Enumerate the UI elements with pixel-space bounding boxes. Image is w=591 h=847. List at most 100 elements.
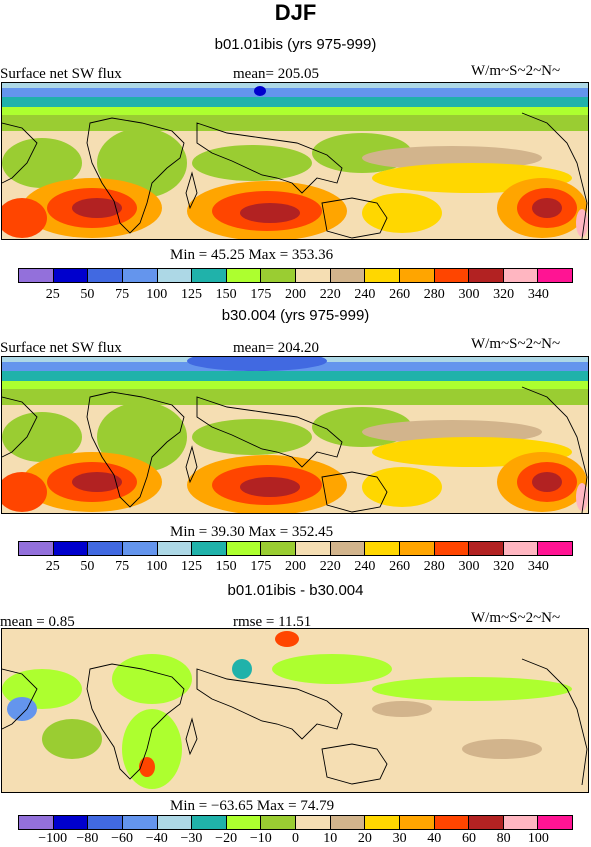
panel3-colorbar-ticks: −100 −80 −60 −40 −30 −20 −10 0 10 20 30 40 60 80 100 [0,831,591,847]
colorbar-swatch [53,542,89,555]
colorbar-tick-label: 10 [323,831,338,846]
colorbar-swatch [19,816,54,829]
colorbar-swatch [330,542,366,555]
colorbar-swatch [192,816,227,829]
panel3-field [2,629,588,792]
colorbar-tick-label: 220 [319,287,341,302]
colorbar-swatch [19,542,54,555]
colorbar-swatch [122,269,158,282]
panel2-units: W/m~S~2~N~ [471,336,561,352]
colorbar-swatch [399,269,435,282]
field-contour [240,477,300,497]
colorbar-swatch [469,269,504,282]
colorbar-tick-label: 75 [115,287,130,302]
colorbar-swatch [538,269,572,282]
field-contour [2,472,47,512]
colorbar-tick-label: 25 [45,559,60,574]
colorbar-swatch [88,542,123,555]
panel3-units: W/m~S~2~N~ [471,610,561,626]
colorbar-tick-label: −100 [38,831,68,846]
field-band [2,115,588,131]
colorbar-tick-label: −30 [180,831,203,846]
colorbar-tick-label: 125 [180,287,202,302]
colorbar-swatch [53,269,89,282]
field-contour [232,659,252,679]
coastline [86,391,185,508]
panel3-minmax: Min = −63.65 Max = 74.79 [170,798,335,814]
panel1-mean: mean= 205.05 [233,66,319,82]
field-contour [532,472,562,492]
field-contour [275,631,299,647]
colorbar-swatch [53,816,89,829]
coastline [321,471,388,513]
colorbar-tick-label: 220 [319,559,341,574]
colorbar-tick-label: −60 [111,831,134,846]
field-contour [2,198,47,238]
field-contour [372,677,572,701]
colorbar-swatch [330,269,366,282]
field-contour [122,709,182,789]
panel1-colorbar [18,268,573,283]
colorbar-swatch [226,269,262,282]
coastline [521,386,588,513]
colorbar-tick-label: 320 [493,559,515,574]
colorbar-tick-label: 300 [458,559,480,574]
panel1-subtitle: b01.01ibis (yrs 975-999) [214,36,377,53]
panel2-subtitle: b30.004 (yrs 975-999) [221,307,370,324]
coastline [2,122,38,184]
colorbar-tick-label: 40 [427,831,442,846]
colorbar-tick-label: −10 [249,831,272,846]
colorbar-tick-label: −40 [145,831,168,846]
panel2-colorbar [18,541,573,556]
colorbar-swatch [399,816,435,829]
colorbar-tick-label: 300 [458,287,480,302]
field-contour [112,654,192,704]
coastline [86,663,185,780]
field-contour [362,467,442,507]
panel2-map [1,356,589,514]
coastline [185,171,198,210]
colorbar-swatch [226,816,262,829]
field-contour [462,739,542,759]
colorbar-swatch [365,269,400,282]
coastline [2,396,38,458]
panel2-variable: Surface net SW flux [0,340,122,356]
field-contour [576,483,588,511]
colorbar-swatch [192,542,227,555]
colorbar-swatch [157,269,193,282]
colorbar-tick-label: 25 [45,287,60,302]
colorbar-tick-label: −20 [215,831,238,846]
field-contour [192,145,312,181]
colorbar-tick-label: 75 [115,559,130,574]
coastline [2,668,38,730]
colorbar-tick-label: 50 [80,287,95,302]
colorbar-tick-label: 340 [527,287,549,302]
colorbar-tick-label: 280 [423,287,445,302]
page-title: DJF [274,0,317,25]
colorbar-tick-label: 20 [357,831,372,846]
panel1-field [2,83,588,239]
panel3-colorbar [18,815,573,830]
colorbar-swatch [226,542,262,555]
coastline [196,396,343,468]
panel3-map [1,628,589,793]
field-contour [72,198,122,218]
field-band [2,389,588,405]
colorbar-tick-label: 125 [180,559,202,574]
panel2-field [2,357,588,513]
colorbar-tick-label: 240 [354,559,376,574]
colorbar-swatch [261,269,296,282]
colorbar-tick-label: 340 [527,559,549,574]
colorbar-tick-label: 320 [493,287,515,302]
panel1-minmax: Min = 45.25 Max = 353.36 [170,247,334,263]
colorbar-tick-label: 80 [496,831,511,846]
colorbar-tick-label: 175 [250,287,272,302]
colorbar-swatch [503,542,539,555]
field-contour [254,86,266,96]
colorbar-tick-label: 60 [461,831,476,846]
colorbar-tick-label: 280 [423,559,445,574]
colorbar-swatch [261,542,296,555]
colorbar-swatch [296,269,331,282]
colorbar-tick-label: 175 [250,559,272,574]
field-contour [372,701,432,717]
